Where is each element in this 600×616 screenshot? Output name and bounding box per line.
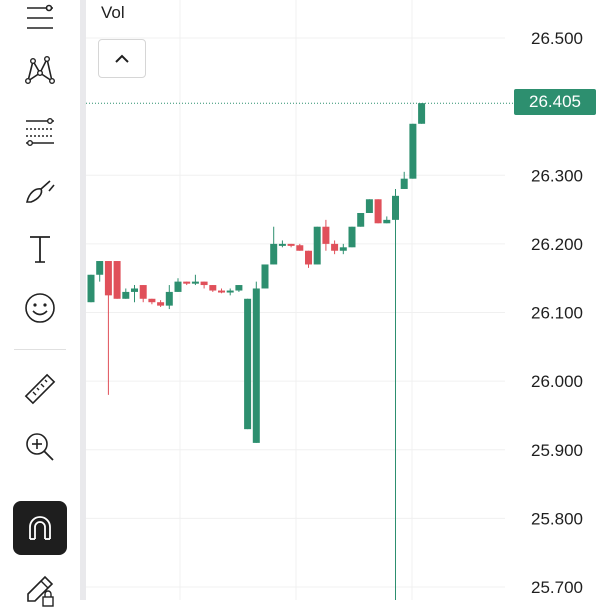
fib-retracement-icon [26,117,54,147]
candle-body [200,281,208,286]
candle-body [209,285,217,291]
text-icon [30,236,50,263]
candle-body [157,302,165,306]
candle-body [104,261,112,296]
candle-body [96,261,104,275]
toolbar-border [80,0,86,600]
drawing-toolbar [0,0,80,607]
emoji-tool-button[interactable] [13,281,67,335]
zoom-in-tool-button[interactable] [13,420,67,474]
candle-body [174,281,182,292]
price-tick-label: 26.100 [531,304,583,323]
candle-body [261,264,269,289]
price-tick-label: 25.700 [531,578,583,597]
candle-body [339,247,347,251]
candle-body [113,261,121,299]
lines-icon [27,4,53,29]
candle-body [322,226,330,244]
candle-body [270,243,278,265]
candle-body [244,298,252,430]
magnet-icon [29,516,51,540]
pattern-tool-button[interactable] [13,43,67,97]
price-tick-label: 25.800 [531,509,583,528]
lines-tool-button[interactable] [13,0,67,44]
candle-body [235,285,243,291]
candle-body [278,243,286,246]
candle-body [348,226,356,248]
price-tick-label: 26.300 [531,166,583,185]
candle-body [296,245,304,251]
candle-body [165,291,173,306]
candle-body [313,226,321,265]
brush-icon [26,180,55,203]
fib-retracement-tool-button[interactable] [13,104,67,158]
chevron-up-icon [115,54,129,63]
candle-body [392,195,399,220]
pattern-icon [24,55,56,85]
price-tick-label: 26.500 [531,29,583,48]
ruler-tool-button[interactable] [13,362,67,416]
candle-body [139,285,147,299]
emoji-icon [25,293,55,323]
candle-body [287,243,295,246]
candle-body [191,281,199,284]
candle-body [87,274,95,303]
zoom-in-icon [26,433,54,461]
collapse-indicators-button[interactable] [98,39,146,78]
volume-indicator-label[interactable]: Vol [101,3,125,22]
candle-body [383,219,391,224]
candle-body [131,288,138,292]
text-tool-button[interactable] [13,222,67,276]
candle-body [409,123,417,179]
brush-tool-button[interactable] [13,163,67,217]
candle-body [252,288,260,443]
candle-body [365,199,373,213]
candle-body [418,103,426,124]
current-price-label: 26.405 [514,89,596,115]
toolbar-divider [14,349,66,350]
price-tick-label: 26.200 [531,235,583,254]
ruler-icon [24,373,56,405]
candle-body [331,243,339,251]
candle-body [357,212,365,227]
candle-body [374,199,382,224]
candlestick-chart[interactable]: 26.500 26.300 26.200 26.100 26.000 25.900 25.8… [0,0,600,600]
candle-body [218,290,225,293]
candle-body [148,298,156,303]
candle-body [122,291,130,299]
magnet-tool-button[interactable] [13,501,67,555]
candle-body [400,178,408,189]
candle-body [226,290,234,293]
candle-body [183,281,191,284]
price-tick-label: 26.000 [531,372,583,391]
candle-body [305,250,312,265]
price-tick-label: 25.900 [531,441,583,460]
